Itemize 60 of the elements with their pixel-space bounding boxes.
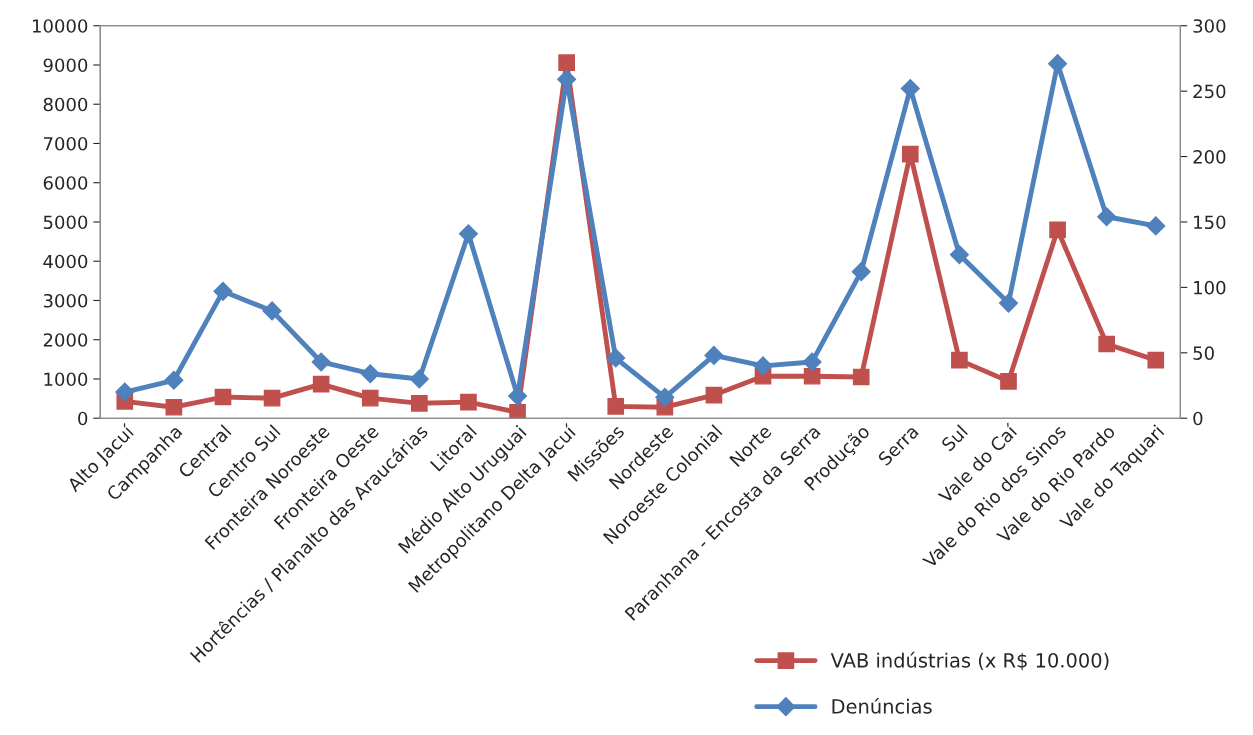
point: [1097, 207, 1117, 227]
point: [901, 145, 919, 163]
legend-label: VAB indústrias (x R$ 10.000): [830, 651, 1109, 671]
y-tick-label: 2000: [43, 333, 88, 347]
y2-tick-label: 200: [1193, 150, 1226, 164]
point: [753, 356, 773, 376]
y-tick-label: 3000: [43, 293, 88, 308]
point: [852, 368, 870, 386]
point: [460, 393, 477, 411]
point: [214, 388, 232, 406]
y2-tick-label: 100: [1194, 280, 1226, 295]
y-tick-label: 7000: [43, 136, 88, 151]
point: [607, 398, 625, 415]
point: [606, 348, 626, 368]
y-tick-label: 8000: [43, 97, 88, 112]
point: [213, 281, 233, 301]
point: [655, 387, 675, 407]
point: [704, 345, 724, 365]
y-tick-label: 10000: [32, 19, 88, 33]
point: [802, 352, 822, 372]
y2-tick-label: 150: [1194, 215, 1226, 230]
point: [164, 370, 184, 390]
point: [509, 403, 526, 419]
y-tick-label: 1000: [44, 372, 88, 387]
y-tick-label: 9000: [43, 58, 88, 73]
y-tick-label: 4000: [43, 254, 88, 269]
point: [803, 367, 821, 385]
point: [900, 78, 920, 99]
point: [851, 262, 871, 282]
point: [165, 398, 183, 416]
point: [262, 301, 282, 321]
y2-tick-label: 300: [1193, 19, 1226, 33]
point: [998, 293, 1019, 313]
point: [558, 54, 575, 71]
point: [311, 352, 331, 372]
point: [458, 224, 478, 244]
legend-label: Denúncias: [832, 697, 932, 714]
point: [312, 375, 330, 393]
y2-tick-label: 0: [1193, 411, 1203, 426]
point: [1049, 221, 1066, 239]
y-tick-label: 5000: [43, 215, 88, 230]
point: [951, 351, 968, 369]
point: [705, 386, 723, 404]
point: [115, 382, 135, 402]
point: [557, 69, 577, 89]
point: [1098, 335, 1116, 353]
point: [360, 364, 380, 384]
point: [411, 394, 428, 412]
point: [361, 389, 379, 407]
x-tick-label: Sul: [940, 424, 969, 452]
y2-tick-label: 250: [1193, 84, 1226, 99]
y2-tick-label: 50: [1193, 346, 1214, 360]
point: [1000, 372, 1017, 390]
point: [949, 245, 969, 265]
point: [1147, 351, 1165, 369]
y-tick-label: 0: [78, 411, 88, 426]
point: [263, 389, 281, 407]
point: [1146, 216, 1166, 236]
point: [409, 369, 429, 389]
y-tick-label: 6000: [43, 176, 88, 190]
